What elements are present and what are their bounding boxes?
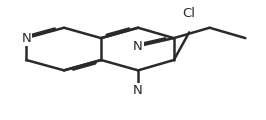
Text: N: N: [133, 40, 143, 53]
Text: Cl: Cl: [183, 7, 196, 20]
Text: N: N: [133, 84, 143, 97]
Text: N: N: [21, 32, 31, 45]
